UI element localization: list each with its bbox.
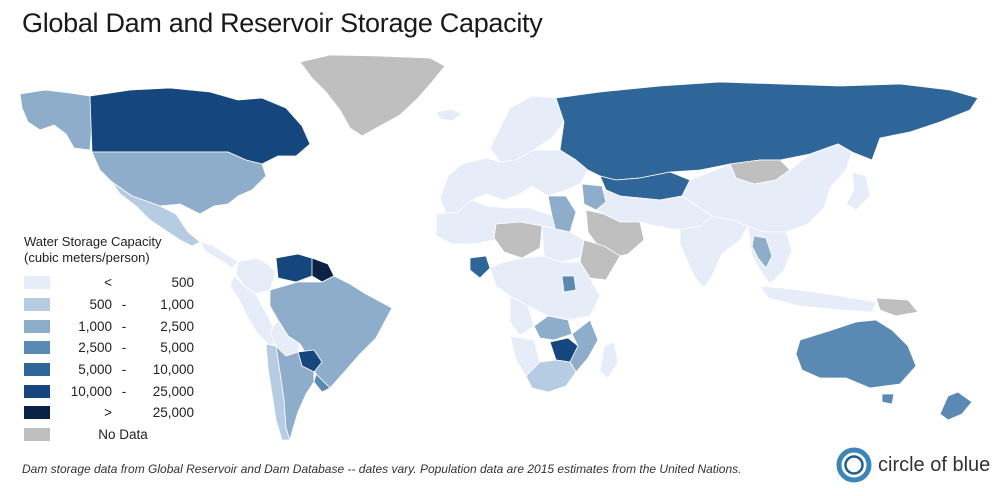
- region-sudan: [541, 225, 585, 263]
- region-iraq-syria: [581, 183, 607, 211]
- legend-range: 1,000- 2,500: [52, 319, 194, 334]
- brand-logo: circle of blue: [836, 447, 990, 483]
- legend-range: 10,000- 25,000: [52, 384, 194, 399]
- legend-item: 1,000- 2,500: [24, 315, 214, 337]
- region-central-america: [199, 241, 239, 269]
- legend-swatch: [24, 363, 50, 377]
- region-japan: [845, 171, 871, 211]
- legend-range: <500: [52, 275, 194, 290]
- legend-hi: 2,500: [160, 318, 194, 334]
- region-indonesia: [759, 285, 877, 313]
- legend-swatch: [24, 276, 50, 290]
- region-mexico: [111, 181, 201, 247]
- legend-title: Water Storage Capacity (cubic meters/per…: [24, 234, 214, 266]
- region-tasmania: [881, 393, 895, 405]
- legend-hi: 500: [171, 275, 194, 291]
- legend-hi: 5,000: [160, 340, 194, 356]
- region-west-africa-nodata: [493, 221, 543, 259]
- legend-title-line1: Water Storage Capacity: [24, 234, 162, 249]
- region-greenland: [299, 54, 446, 137]
- legend-range: 500- 1,000: [52, 297, 194, 312]
- legend-item: 500- 1,000: [24, 294, 214, 316]
- legend-item: 5,000- 10,000: [24, 359, 214, 381]
- region-png: [875, 297, 919, 317]
- region-madagascar: [599, 341, 619, 379]
- legend-dash: [112, 275, 136, 290]
- region-mozambique: [569, 319, 599, 373]
- region-australia: [795, 319, 917, 389]
- legend-title-line2: (cubic meters/person): [24, 250, 150, 265]
- legend-lo: 2,500: [78, 340, 112, 356]
- legend-dash: -: [121, 362, 127, 378]
- region-india: [679, 215, 749, 289]
- region-thailand: [751, 235, 773, 269]
- circle-of-blue-logo-icon: [836, 447, 872, 483]
- region-new-zealand: [939, 391, 973, 421]
- legend-lo: >: [104, 405, 112, 421]
- region-iceland: [435, 108, 463, 122]
- legend: Water Storage Capacity (cubic meters/per…: [24, 234, 214, 446]
- legend-lo: 1,000: [78, 318, 112, 334]
- legend-swatch: [24, 428, 50, 442]
- legend-range: 5,000- 10,000: [52, 362, 194, 377]
- legend-item: 2,500- 5,000: [24, 337, 214, 359]
- legend-range: >25,000: [52, 405, 194, 420]
- legend-swatch: [24, 384, 50, 398]
- legend-dash: [112, 405, 136, 420]
- region-zambia: [533, 315, 573, 341]
- region-uruguay: [313, 373, 331, 393]
- region-alaska: [19, 89, 93, 151]
- legend-lo: 500: [89, 297, 112, 313]
- legend-lo: <: [104, 275, 112, 291]
- legend-dash: -: [121, 318, 127, 334]
- region-ghana: [469, 255, 491, 279]
- legend-item: No Data: [24, 424, 214, 446]
- map-title: Global Dam and Reservoir Storage Capacit…: [22, 8, 543, 38]
- region-south-africa: [525, 359, 577, 393]
- brand-name: circle of blue: [878, 453, 991, 476]
- region-uganda: [561, 275, 577, 293]
- legend-lo: 5,000: [78, 362, 112, 378]
- region-europe: [439, 149, 589, 215]
- legend-item: 10,000- 25,000: [24, 380, 214, 402]
- legend-swatch: [24, 298, 50, 312]
- legend-lo: 10,000: [70, 383, 112, 399]
- legend-label: No Data: [98, 427, 148, 443]
- legend-item: <500: [24, 272, 214, 294]
- region-angola: [509, 295, 535, 337]
- legend-hi: 25,000: [152, 383, 194, 399]
- legend-swatch: [24, 406, 50, 420]
- legend-dash: -: [121, 383, 127, 399]
- region-peru-ecuador: [229, 275, 279, 347]
- source-note: Dam storage data from Global Reservoir a…: [22, 462, 742, 476]
- legend-hi: 10,000: [152, 362, 194, 378]
- legend-dash: -: [121, 297, 127, 313]
- legend-range: 2,500- 5,000: [52, 340, 194, 355]
- legend-swatch: [24, 341, 50, 355]
- legend-item: >25,000: [24, 402, 214, 424]
- legend-items: <500 500-1,000 1,000-2,500 2,500-5,000 5,000…: [24, 272, 214, 446]
- legend-hi: 25,000: [152, 405, 194, 421]
- legend-hi: 1,000: [160, 297, 194, 313]
- region-argentina: [275, 345, 315, 441]
- legend-swatch: [24, 319, 50, 333]
- legend-dash: -: [121, 340, 127, 356]
- legend-range: No Data: [52, 427, 194, 442]
- region-usa: [91, 151, 267, 215]
